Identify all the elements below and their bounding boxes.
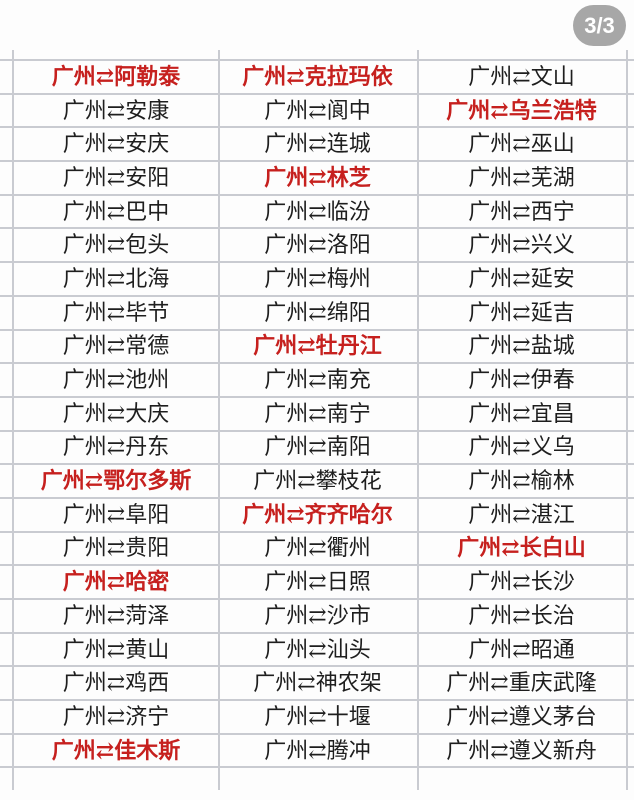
route-cell: 广州⇄安阳 <box>62 164 170 190</box>
table-row: 广州⇄大庆 广州⇄南宁 广州⇄宜昌 <box>0 398 634 432</box>
route-cell: 广州⇄克拉玛依 <box>242 63 393 89</box>
table-row: 广州⇄丹东 广州⇄南阳 广州⇄义乌 <box>0 432 634 466</box>
table-row: 广州⇄济宁 广州⇄十堰 广州⇄遵义茅台 <box>0 701 634 735</box>
route-cell: 广州⇄十堰 <box>264 703 371 729</box>
table-row: 广州⇄池州 广州⇄南充 广州⇄伊春 <box>0 364 634 398</box>
table-row: 广州⇄鄂尔多斯 广州⇄攀枝花 广州⇄榆林 <box>0 465 634 499</box>
table-row: 广州⇄巴中 广州⇄临汾 广州⇄西宁 <box>0 196 634 230</box>
table-row: 广州⇄哈密 广州⇄日照 广州⇄长沙 <box>0 566 634 600</box>
table-row: 广州⇄安康 广州⇄阆中 广州⇄乌兰浩特 <box>0 95 634 129</box>
route-cell: 广州⇄长沙 <box>468 569 575 595</box>
route-cell: 广州⇄常德 <box>62 333 170 359</box>
table-row: 广州⇄常德 广州⇄牡丹江 广州⇄盐城 <box>0 331 634 365</box>
route-cell: 广州⇄巫山 <box>468 131 575 157</box>
route-cell: 广州⇄沙市 <box>264 602 371 628</box>
route-cell: 广州⇄阜阳 <box>62 501 170 527</box>
route-cell: 广州⇄遵义新舟 <box>446 737 597 763</box>
route-cell: 广州⇄神农架 <box>253 670 382 696</box>
route-cell: 广州⇄丹东 <box>62 434 170 460</box>
route-cell: 广州⇄南阳 <box>264 434 371 460</box>
route-cell: 广州⇄菏泽 <box>62 602 170 628</box>
route-cell: 广州⇄连城 <box>264 131 371 157</box>
route-cell: 广州⇄伊春 <box>468 367 575 393</box>
route-cell: 广州⇄西宁 <box>468 198 575 224</box>
route-cell: 广州⇄佳木斯 <box>51 737 181 763</box>
route-cell: 广州⇄梅州 <box>264 265 371 291</box>
page-counter-badge: 3/3 <box>573 5 626 46</box>
table-row: 广州⇄安庆 广州⇄连城 广州⇄巫山 <box>0 128 634 163</box>
route-cell: 广州⇄日照 <box>264 569 371 595</box>
route-cell: 广州⇄阆中 <box>264 97 371 123</box>
route-cell: 广州⇄阿勒泰 <box>51 63 181 89</box>
route-cell: 广州⇄衢州 <box>264 535 371 561</box>
route-cell: 广州⇄榆林 <box>468 468 575 494</box>
route-cell: 广州⇄芜湖 <box>468 164 575 190</box>
route-cell: 广州⇄林芝 <box>264 164 371 190</box>
route-cell: 广州⇄哈密 <box>62 569 170 595</box>
route-cell: 广州⇄昭通 <box>468 636 575 662</box>
table-row: 广州⇄包头 广州⇄洛阳 广州⇄兴义 <box>0 229 634 264</box>
route-cell: 广州⇄长白山 <box>457 535 586 561</box>
route-cell: 广州⇄毕节 <box>62 299 170 325</box>
route-cell: 广州⇄重庆武隆 <box>446 670 597 696</box>
table-row: 广州⇄贵阳 广州⇄衢州 广州⇄长白山 <box>0 533 634 567</box>
table-column-divider <box>626 50 628 790</box>
table-column-divider <box>417 50 419 790</box>
route-cell: 广州⇄文山 <box>468 63 575 89</box>
route-cell: 广州⇄大庆 <box>62 400 170 426</box>
table-row: 广州⇄佳木斯 广州⇄腾冲 广州⇄遵义新舟 <box>0 735 634 769</box>
route-cell: 广州⇄池州 <box>62 367 170 393</box>
route-cell: 广州⇄延吉 <box>468 299 575 325</box>
route-cell: 广州⇄腾冲 <box>264 737 371 763</box>
route-cell: 广州⇄南宁 <box>264 400 371 426</box>
route-cell: 广州⇄齐齐哈尔 <box>242 501 393 527</box>
table-row: 广州⇄阜阳 广州⇄齐齐哈尔 广州⇄湛江 <box>0 499 634 533</box>
route-cell: 广州⇄义乌 <box>468 434 575 460</box>
table-row: 广州⇄鸡西 广州⇄神农架 广州⇄重庆武隆 <box>0 667 634 702</box>
route-cell: 广州⇄济宁 <box>62 703 170 729</box>
table-row: 广州⇄毕节 广州⇄绵阳 广州⇄延吉 <box>0 297 634 331</box>
route-cell: 广州⇄安康 <box>62 97 170 123</box>
route-cell: 广州⇄乌兰浩特 <box>446 97 597 123</box>
route-cell: 广州⇄攀枝花 <box>253 468 382 494</box>
table-column-divider <box>12 50 14 790</box>
route-cell: 广州⇄临汾 <box>264 198 371 224</box>
route-cell: 广州⇄包头 <box>62 232 170 258</box>
route-cell: 广州⇄黄山 <box>62 636 170 662</box>
route-rows: 广州⇄阿勒泰 广州⇄克拉玛依 广州⇄文山广州⇄安康 广州⇄阆中 广州⇄乌兰浩特广州⇄安庆… <box>0 59 634 769</box>
route-cell: 广州⇄南充 <box>264 367 371 393</box>
route-cell: 广州⇄鸡西 <box>62 670 170 696</box>
table-row: 广州⇄北海 广州⇄梅州 广州⇄延安 <box>0 263 634 297</box>
route-cell: 广州⇄盐城 <box>468 333 575 359</box>
table-row: 广州⇄阿勒泰 广州⇄克拉玛依 广州⇄文山 <box>0 61 634 95</box>
route-cell: 广州⇄贵阳 <box>62 535 170 561</box>
route-cell: 广州⇄汕头 <box>264 636 371 662</box>
table-row: 广州⇄黄山 广州⇄汕头 广州⇄昭通 <box>0 634 634 668</box>
table-row: 广州⇄菏泽 广州⇄沙市 广州⇄长治 <box>0 600 634 634</box>
route-cell: 广州⇄巴中 <box>62 198 170 224</box>
route-cell: 广州⇄洛阳 <box>264 232 371 258</box>
route-cell: 广州⇄绵阳 <box>264 299 371 325</box>
route-cell: 广州⇄兴义 <box>468 232 575 258</box>
table-row: 广州⇄安阳 广州⇄林芝 广州⇄芜湖 <box>0 162 634 196</box>
route-cell: 广州⇄遵义茅台 <box>446 703 597 729</box>
route-cell: 广州⇄延安 <box>468 265 575 291</box>
route-cell: 广州⇄北海 <box>62 265 170 291</box>
table-column-divider <box>218 50 220 790</box>
route-cell: 广州⇄鄂尔多斯 <box>40 468 192 494</box>
route-cell: 广州⇄宜昌 <box>468 400 575 426</box>
route-cell: 广州⇄安庆 <box>62 131 170 157</box>
route-cell: 广州⇄湛江 <box>468 501 575 527</box>
route-cell: 广州⇄牡丹江 <box>253 333 382 359</box>
route-cell: 广州⇄长治 <box>468 602 575 628</box>
